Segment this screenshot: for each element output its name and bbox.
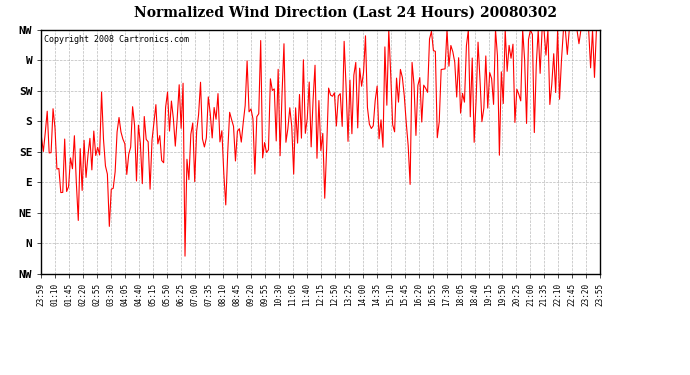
Text: Copyright 2008 Cartronics.com: Copyright 2008 Cartronics.com (44, 35, 189, 44)
Text: Normalized Wind Direction (Last 24 Hours) 20080302: Normalized Wind Direction (Last 24 Hours… (133, 6, 557, 20)
